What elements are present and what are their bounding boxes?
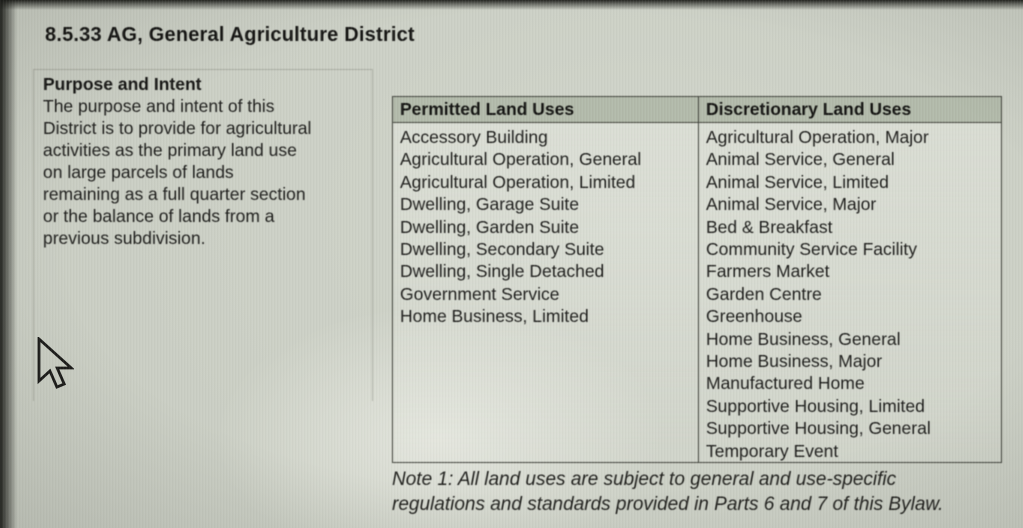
land-use-table: Permitted Land Uses Accessory Building Ag… (392, 96, 1002, 463)
footnote-line: Note 1: All land uses are subject to gen… (392, 469, 897, 490)
discretionary-land-use-item: Bed & Breakfast (706, 216, 833, 237)
permitted-land-use-item: Home Business, Limited (400, 306, 589, 327)
footnote: Note 1: All land uses are subject to gen… (392, 467, 943, 517)
permitted-land-use-item: Accessory Building (400, 127, 548, 147)
discretionary-land-use-item: Animal Service, Limited (706, 171, 889, 192)
discretionary-land-uses-list: Agricultural Operation, Major Animal Serv… (699, 123, 1001, 462)
purpose-text-line: or the balance of lands from a (43, 206, 275, 226)
discretionary-land-use-item: Supportive Housing, General (706, 418, 931, 439)
discretionary-land-use-item: Animal Service, General (706, 149, 895, 170)
discretionary-land-use-item: Agricultural Operation, Major (706, 127, 929, 147)
discretionary-land-use-item: Animal Service, Major (706, 194, 877, 215)
section-title: 8.5.33 AG, General Agriculture District (45, 24, 415, 46)
discretionary-land-use-item: Temporary Event (706, 440, 839, 461)
permitted-land-use-item: Agricultural Operation, General (400, 149, 642, 170)
purpose-and-intent-cell: Purpose and Intent The purpose and inten… (33, 69, 373, 401)
purpose-text-line: remaining as a full quarter section (43, 184, 306, 204)
discretionary-land-use-item: Home Business, Major (706, 351, 883, 372)
permitted-land-use-item: Agricultural Operation, Limited (400, 171, 636, 192)
discretionary-land-use-item: Community Service Facility (706, 239, 918, 260)
discretionary-land-use-item: Supportive Housing, Limited (706, 395, 925, 416)
purpose-heading: Purpose and Intent (43, 74, 202, 94)
permitted-land-use-item: Government Service (400, 283, 560, 304)
discretionary-land-uses-column: Discretionary Land Uses Agricultural Ope… (698, 97, 1001, 462)
purpose-text-line: The purpose and intent of this (43, 96, 275, 116)
discretionary-land-use-item: Farmers Market (706, 261, 830, 282)
purpose-text-line: District is to provide for agricultural (43, 118, 312, 138)
permitted-land-use-item: Dwelling, Garden Suite (400, 216, 579, 237)
discretionary-land-uses-header: Discretionary Land Uses (699, 97, 1001, 123)
purpose-text-line: previous subdivision. (43, 228, 206, 248)
permitted-land-use-item: Dwelling, Single Detached (400, 261, 605, 282)
discretionary-land-use-item: Home Business, General (706, 328, 901, 349)
discretionary-land-use-item: Greenhouse (706, 306, 803, 327)
permitted-land-uses-list: Accessory Building Agricultural Operation… (393, 123, 698, 328)
mouse-pointer-icon (37, 337, 74, 389)
purpose-text-line: on large parcels of lands (43, 162, 234, 182)
discretionary-land-use-item: Garden Centre (706, 283, 822, 304)
purpose-text-line: activities as the primary land use (43, 140, 297, 160)
permitted-land-uses-column: Permitted Land Uses Accessory Building Ag… (393, 97, 698, 462)
permitted-land-use-item: Dwelling, Secondary Suite (400, 239, 605, 260)
footnote-line: regulations and standards provided in Pa… (392, 494, 944, 515)
discretionary-land-use-item: Manufactured Home (706, 373, 865, 394)
permitted-land-uses-header: Permitted Land Uses (393, 97, 698, 123)
purpose-text: The purpose and intent of this District i… (43, 95, 372, 249)
permitted-land-use-item: Dwelling, Garage Suite (400, 194, 579, 215)
